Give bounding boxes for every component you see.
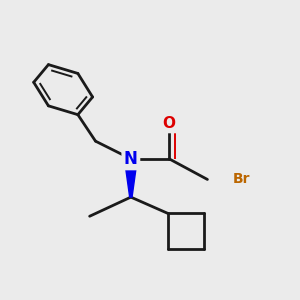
Text: O: O (163, 116, 176, 131)
Text: Br: Br (232, 172, 250, 186)
Text: N: N (124, 150, 138, 168)
Polygon shape (124, 159, 137, 197)
